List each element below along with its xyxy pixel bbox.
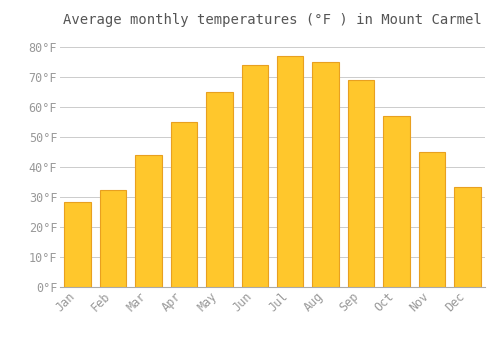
Bar: [170, 122, 197, 287]
Bar: [242, 65, 268, 287]
Bar: [206, 92, 233, 287]
Title: Average monthly temperatures (°F ) in Mount Carmel: Average monthly temperatures (°F ) in Mo…: [63, 13, 482, 27]
Bar: [100, 189, 126, 287]
Bar: [64, 202, 91, 287]
Bar: [136, 155, 162, 287]
Bar: [312, 62, 339, 287]
Bar: [418, 152, 445, 287]
Bar: [454, 187, 480, 287]
Bar: [383, 116, 409, 287]
Bar: [277, 56, 303, 287]
Bar: [348, 80, 374, 287]
